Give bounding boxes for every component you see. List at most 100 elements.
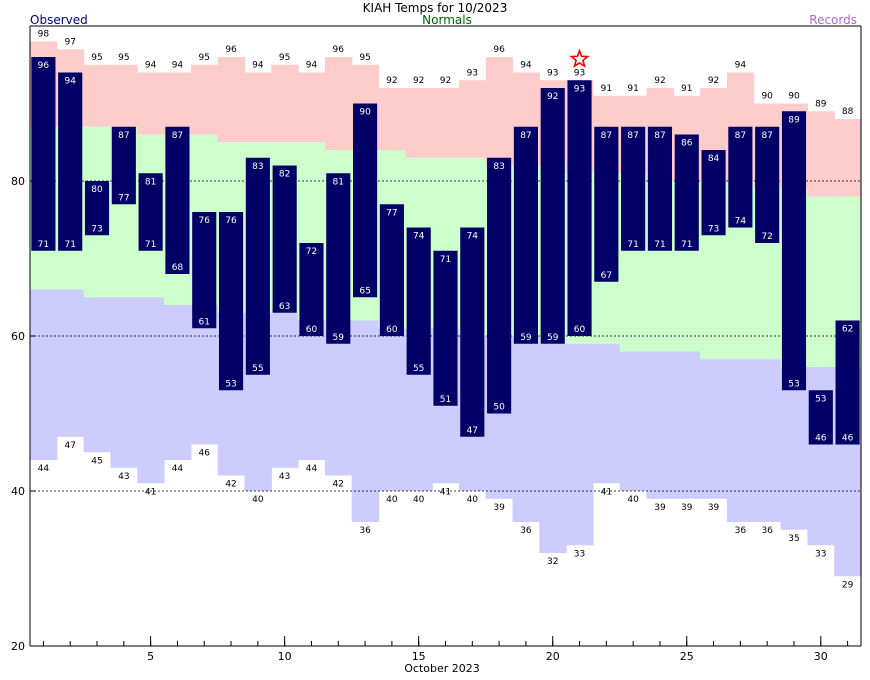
record-low-label: 39 <box>493 503 505 513</box>
record-low-label: 47 <box>64 441 75 451</box>
record-low-band <box>512 336 540 522</box>
record-high-band <box>405 88 433 158</box>
labels-layer: 96 71 98 44 94 71 97 47 80 73 95 45 87 77 95 43 81 71 94 41… <box>38 30 854 591</box>
x-tick-label: 5 <box>147 650 154 663</box>
y-tick-label: 60 <box>11 330 25 343</box>
record-high-label: 92 <box>386 76 397 86</box>
observed-low-label: 71 <box>64 240 75 250</box>
record-high-label: 90 <box>761 92 773 102</box>
observed-bar <box>460 227 485 437</box>
record-low-band <box>673 351 701 499</box>
record-high-band <box>807 111 835 197</box>
record-high-label: 95 <box>359 53 370 63</box>
record-high-label: 92 <box>708 76 719 86</box>
record-low-label: 39 <box>681 503 693 513</box>
observed-bar <box>245 157 270 375</box>
record-low-label: 41 <box>601 487 612 497</box>
observed-high-label: 74 <box>467 232 479 242</box>
observed-high-label: 92 <box>547 92 558 102</box>
normal-band <box>807 196 835 367</box>
record-high-band <box>298 72 326 143</box>
observed-high-label: 87 <box>118 131 129 141</box>
observed-low-label: 71 <box>145 240 156 250</box>
record-low-band <box>646 351 674 499</box>
record-high-label: 92 <box>654 76 665 86</box>
record-low-label: 39 <box>654 503 666 513</box>
record-low-band <box>164 305 192 460</box>
record-low-label: 29 <box>842 580 854 590</box>
observed-high-label: 71 <box>440 255 451 265</box>
observed-high-label: 72 <box>306 247 317 257</box>
record-high-label: 93 <box>574 68 585 78</box>
record-high-label: 93 <box>467 68 478 78</box>
record-high-label: 94 <box>145 61 157 71</box>
record-low-label: 40 <box>467 495 479 505</box>
observed-high-label: 77 <box>386 208 397 218</box>
chart-title: KIAH Temps for 10/2023 <box>363 1 508 15</box>
x-tick-label: 15 <box>412 650 426 663</box>
legend-records: Records <box>809 13 857 27</box>
observed-high-label: 90 <box>359 108 371 118</box>
observed-high-label: 86 <box>681 139 693 149</box>
observed-high-label: 87 <box>761 131 772 141</box>
observed-high-label: 81 <box>333 177 344 187</box>
record-high-band <box>271 64 299 143</box>
record-low-label: 32 <box>547 557 558 567</box>
observed-low-label: 68 <box>172 263 184 273</box>
record-high-band <box>164 72 192 135</box>
record-low-band <box>619 351 648 491</box>
x-axis-label: October 2023 <box>404 662 480 675</box>
observed-high-label: 53 <box>815 394 826 404</box>
observed-bar <box>755 126 780 243</box>
record-low-label: 46 <box>199 449 211 459</box>
record-high-label: 92 <box>413 76 424 86</box>
observed-low-label: 46 <box>815 434 827 444</box>
observed-low-label: 55 <box>413 364 424 374</box>
record-low-label: 33 <box>815 549 826 559</box>
observed-high-label: 94 <box>64 77 76 87</box>
record-low-label: 40 <box>252 495 264 505</box>
record-low-band <box>566 343 594 546</box>
legend-normals: Normals <box>422 13 472 27</box>
record-high-label: 98 <box>38 30 50 40</box>
x-tick-label: 30 <box>814 650 828 663</box>
observed-low-label: 59 <box>520 333 532 343</box>
observed-bar <box>728 126 753 228</box>
observed-low-label: 67 <box>601 271 612 281</box>
observed-low-label: 46 <box>842 434 854 444</box>
observed-low-label: 53 <box>225 379 236 389</box>
record-high-band <box>378 88 406 150</box>
record-low-label: 44 <box>306 464 318 474</box>
observed-low-label: 53 <box>788 379 799 389</box>
record-low-band <box>30 289 58 460</box>
y-tick-label: 40 <box>11 485 25 498</box>
observed-bar <box>379 204 404 336</box>
observed-high-label: 84 <box>708 154 720 164</box>
observed-low-label: 60 <box>574 325 586 335</box>
record-low-band <box>726 359 755 522</box>
observed-low-label: 74 <box>735 217 747 227</box>
observed-bar <box>567 80 592 336</box>
axes-layer: 5 10 15 20 25 30 20 40 60 80 <box>11 25 862 663</box>
observed-low-label: 47 <box>467 426 478 436</box>
observed-high-label: 81 <box>145 177 156 187</box>
record-low-label: 42 <box>225 480 236 490</box>
y-tick-label: 80 <box>11 175 25 188</box>
observed-bar <box>138 173 163 251</box>
record-low-label: 36 <box>735 526 747 536</box>
record-high-label: 94 <box>252 61 264 71</box>
observed-bar <box>674 134 699 251</box>
record-low-label: 45 <box>91 456 102 466</box>
observed-bar <box>594 126 619 282</box>
record-low-band <box>539 343 567 553</box>
observed-low-label: 71 <box>681 240 692 250</box>
observed-bar <box>165 126 190 274</box>
observed-bar <box>621 126 646 251</box>
observed-bar <box>647 126 673 251</box>
observed-high-label: 87 <box>172 131 183 141</box>
record-high-band <box>458 80 487 158</box>
observed-low-label: 72 <box>761 232 772 242</box>
record-high-label: 96 <box>225 45 237 55</box>
record-high-label: 88 <box>842 107 854 117</box>
observed-high-label: 83 <box>252 162 263 172</box>
